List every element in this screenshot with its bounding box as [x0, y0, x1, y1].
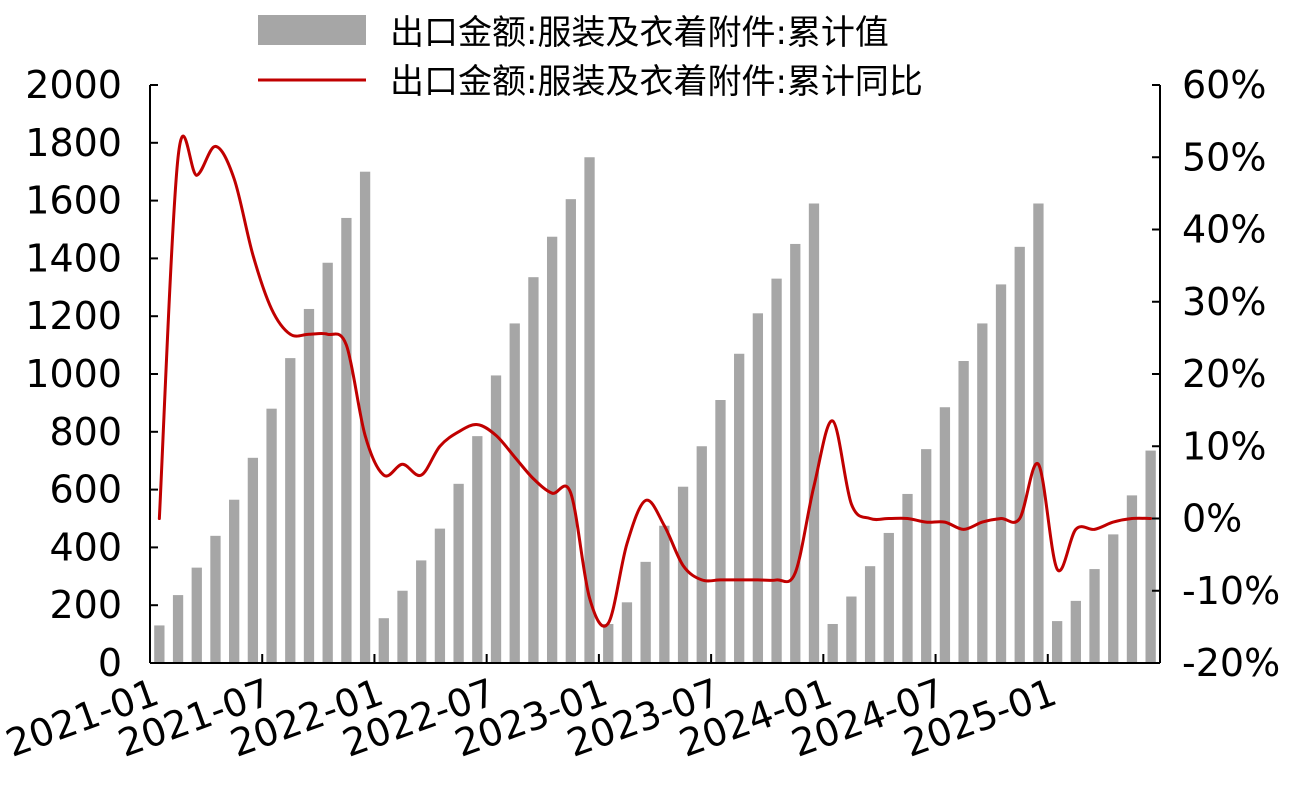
axes [149, 85, 1161, 664]
bar-2022-10 [546, 236, 558, 663]
bar-2022-11 [565, 199, 576, 663]
bar-2023-06 [696, 446, 707, 663]
bar-2022-05 [453, 483, 464, 663]
right-tick-label: 50% [1182, 135, 1266, 179]
bar-2025-06 [1145, 450, 1156, 663]
bar-2023-09 [752, 313, 764, 663]
bar-2021-05 [229, 499, 240, 663]
bar-2023-10 [771, 278, 782, 663]
bar-2023-07 [715, 400, 726, 663]
bar-2023-05 [677, 486, 689, 663]
bar-2024-07 [939, 407, 951, 663]
bar-2021-01 [154, 625, 165, 663]
bar-2021-06 [247, 457, 259, 663]
left-tick-label: 1600 [25, 179, 122, 223]
bar-2022-03 [416, 560, 427, 663]
bar-2023-08 [734, 353, 745, 663]
bar-2022-06 [472, 436, 483, 663]
bar-2022-09 [528, 277, 539, 663]
left-tick-label: 600 [49, 468, 122, 512]
right-axis-ticks: -20% -10% 0% 10% 20% 30% 40% 50% 60% [1152, 63, 1280, 685]
bar-2022-01 [378, 618, 389, 663]
bar-2024-11 [1014, 246, 1025, 663]
bar-series [154, 157, 1156, 664]
bar-2021-03 [191, 567, 202, 663]
bar-2024-10 [995, 284, 1007, 663]
left-tick-label: 400 [49, 525, 122, 569]
bar-2023-02 [621, 602, 633, 663]
bar-2022-12 [584, 157, 595, 663]
left-tick-label: 1800 [25, 121, 122, 165]
bar-2022-08 [509, 323, 520, 663]
bar-2024-03 [864, 566, 876, 663]
bar-2025-01 [1051, 621, 1063, 663]
bar-2021-12 [359, 171, 371, 663]
right-tick-label: 0% [1182, 497, 1242, 541]
bar-2022-07 [490, 375, 502, 663]
line-cumulative-yoy [157, 134, 1153, 628]
right-tick-label: 30% [1182, 280, 1266, 324]
bar-2024-04 [883, 532, 894, 663]
left-tick-label: 200 [49, 583, 122, 627]
legend-label-cumulative-yoy: 出口金额:服装及衣着附件:累计同比 [390, 62, 923, 102]
bar-2024-05 [902, 493, 913, 663]
line-series [157, 134, 1153, 628]
bar-2024-08 [958, 361, 969, 663]
bar-2023-01 [603, 623, 614, 663]
left-axis-ticks: 0 200 400 600 800 1000 1200 1400 1600 1800 2000 [25, 63, 158, 685]
bar-2025-05 [1126, 495, 1138, 663]
legend-label-cumulative-value: 出口金额:服装及衣着附件:累计值 [390, 13, 889, 53]
bar-2025-02 [1070, 600, 1081, 663]
bar-2024-09 [977, 323, 988, 663]
bar-2021-08 [285, 358, 296, 663]
bar-2025-03 [1089, 569, 1100, 663]
left-tick-label: 2000 [25, 63, 122, 107]
right-tick-label: -10% [1182, 569, 1280, 613]
left-tick-label: 1000 [25, 352, 122, 396]
bar-2022-04 [434, 528, 446, 663]
bar-2023-03 [640, 561, 651, 663]
bar-2021-09 [303, 308, 315, 663]
bar-2024-01 [827, 623, 838, 663]
left-tick-label: 1400 [25, 236, 122, 280]
legend-swatch-cumulative-value [258, 15, 366, 45]
bar-2025-04 [1108, 534, 1119, 663]
bar-2021-04 [210, 535, 221, 663]
right-tick-label: 60% [1182, 63, 1266, 107]
bar-2024-12 [1033, 203, 1044, 664]
legend: 出口金额:服装及衣着附件:累计值 出口金额:服装及衣着附件:累计同比 [258, 13, 923, 102]
bar-2021-07 [266, 408, 277, 663]
left-tick-label: 0 [98, 641, 122, 685]
right-tick-label: 20% [1182, 352, 1266, 396]
bar-2022-02 [397, 590, 408, 663]
right-tick-label: 10% [1182, 424, 1266, 468]
bar-2023-04 [659, 525, 670, 663]
x-axis-ticks: 2021-012021-072022-012022-072023-012023-… [0, 654, 1161, 766]
bar-2024-06 [921, 449, 932, 663]
bar-2023-12 [808, 203, 820, 664]
left-tick-label: 800 [49, 410, 122, 454]
bar-2021-02 [172, 595, 184, 663]
bar-2021-11 [341, 217, 352, 663]
bar-2023-11 [790, 243, 801, 663]
left-tick-label: 1200 [25, 294, 122, 338]
right-tick-label: 40% [1182, 208, 1266, 252]
bar-2024-02 [846, 596, 857, 663]
right-tick-label: -20% [1182, 641, 1280, 685]
bar-2021-10 [322, 262, 333, 663]
